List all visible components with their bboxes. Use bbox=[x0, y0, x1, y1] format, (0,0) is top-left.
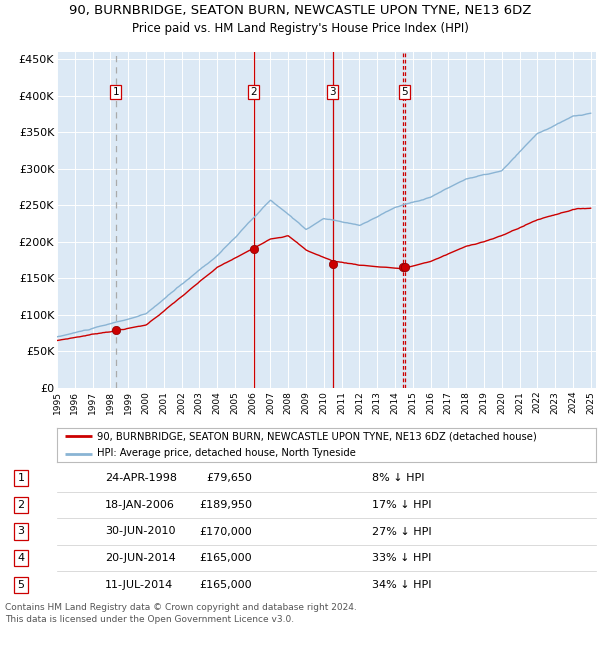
Text: 24-APR-1998: 24-APR-1998 bbox=[105, 473, 177, 484]
Text: 30-JUN-2010: 30-JUN-2010 bbox=[105, 526, 176, 536]
Text: 3: 3 bbox=[17, 526, 25, 536]
Text: 11-JUL-2014: 11-JUL-2014 bbox=[105, 580, 173, 590]
Text: 5: 5 bbox=[401, 87, 408, 97]
Text: 2: 2 bbox=[250, 87, 257, 97]
Text: 90, BURNBRIDGE, SEATON BURN, NEWCASTLE UPON TYNE, NE13 6DZ (detached house): 90, BURNBRIDGE, SEATON BURN, NEWCASTLE U… bbox=[97, 432, 537, 441]
Text: £79,650: £79,650 bbox=[206, 473, 252, 484]
Text: Price paid vs. HM Land Registry's House Price Index (HPI): Price paid vs. HM Land Registry's House … bbox=[131, 22, 469, 35]
Text: 4: 4 bbox=[17, 553, 25, 563]
Text: 2: 2 bbox=[17, 500, 25, 510]
Text: 3: 3 bbox=[329, 87, 336, 97]
Text: HPI: Average price, detached house, North Tyneside: HPI: Average price, detached house, Nort… bbox=[97, 448, 356, 458]
Text: 33% ↓ HPI: 33% ↓ HPI bbox=[372, 553, 431, 563]
Text: 90, BURNBRIDGE, SEATON BURN, NEWCASTLE UPON TYNE, NE13 6DZ: 90, BURNBRIDGE, SEATON BURN, NEWCASTLE U… bbox=[69, 4, 531, 17]
Text: 1: 1 bbox=[17, 473, 25, 484]
Text: 27% ↓ HPI: 27% ↓ HPI bbox=[372, 526, 431, 536]
Text: 34% ↓ HPI: 34% ↓ HPI bbox=[372, 580, 431, 590]
Text: £165,000: £165,000 bbox=[199, 580, 252, 590]
Text: 18-JAN-2006: 18-JAN-2006 bbox=[105, 500, 175, 510]
Text: 20-JUN-2014: 20-JUN-2014 bbox=[105, 553, 176, 563]
Text: 8% ↓ HPI: 8% ↓ HPI bbox=[372, 473, 425, 484]
Text: 5: 5 bbox=[17, 580, 25, 590]
Text: 17% ↓ HPI: 17% ↓ HPI bbox=[372, 500, 431, 510]
Text: £165,000: £165,000 bbox=[199, 553, 252, 563]
Text: £170,000: £170,000 bbox=[199, 526, 252, 536]
Text: 1: 1 bbox=[113, 87, 119, 97]
Text: Contains HM Land Registry data © Crown copyright and database right 2024.
This d: Contains HM Land Registry data © Crown c… bbox=[5, 603, 357, 624]
Text: £189,950: £189,950 bbox=[199, 500, 252, 510]
